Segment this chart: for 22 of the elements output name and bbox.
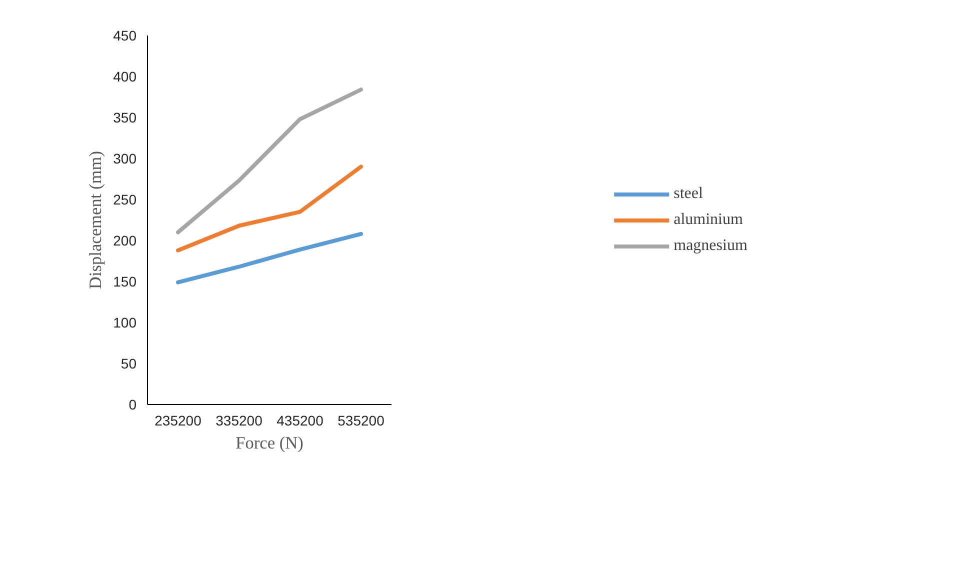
legend-label: steel xyxy=(674,184,703,202)
x-tick-label: 335200 xyxy=(216,412,263,428)
x-tick-label: 435200 xyxy=(276,412,324,428)
x-tick-label: 535200 xyxy=(338,412,385,428)
y-tick-label: 450 xyxy=(113,28,137,44)
y-tick-label: 300 xyxy=(113,150,137,166)
y-tick-label: 100 xyxy=(113,314,137,330)
line-series xyxy=(176,232,363,284)
legend-label: aluminium xyxy=(674,210,743,228)
line-series xyxy=(176,88,363,234)
y-tick-label: 400 xyxy=(113,68,137,84)
y-tick-label: 350 xyxy=(113,110,137,126)
y-tick-label: 50 xyxy=(120,356,137,372)
y-tick-label: 200 xyxy=(113,232,137,248)
x-tick-label: 235200 xyxy=(154,412,202,428)
legend-label: magnesium xyxy=(674,236,748,254)
y-axis-title: Displacement (mm) xyxy=(86,150,106,290)
y-tick-label: 0 xyxy=(128,396,137,412)
x-axis-title: Force (N) xyxy=(236,434,304,452)
y-tick-label: 250 xyxy=(113,192,137,208)
line-series xyxy=(176,164,363,252)
y-tick-label: 150 xyxy=(113,274,137,290)
